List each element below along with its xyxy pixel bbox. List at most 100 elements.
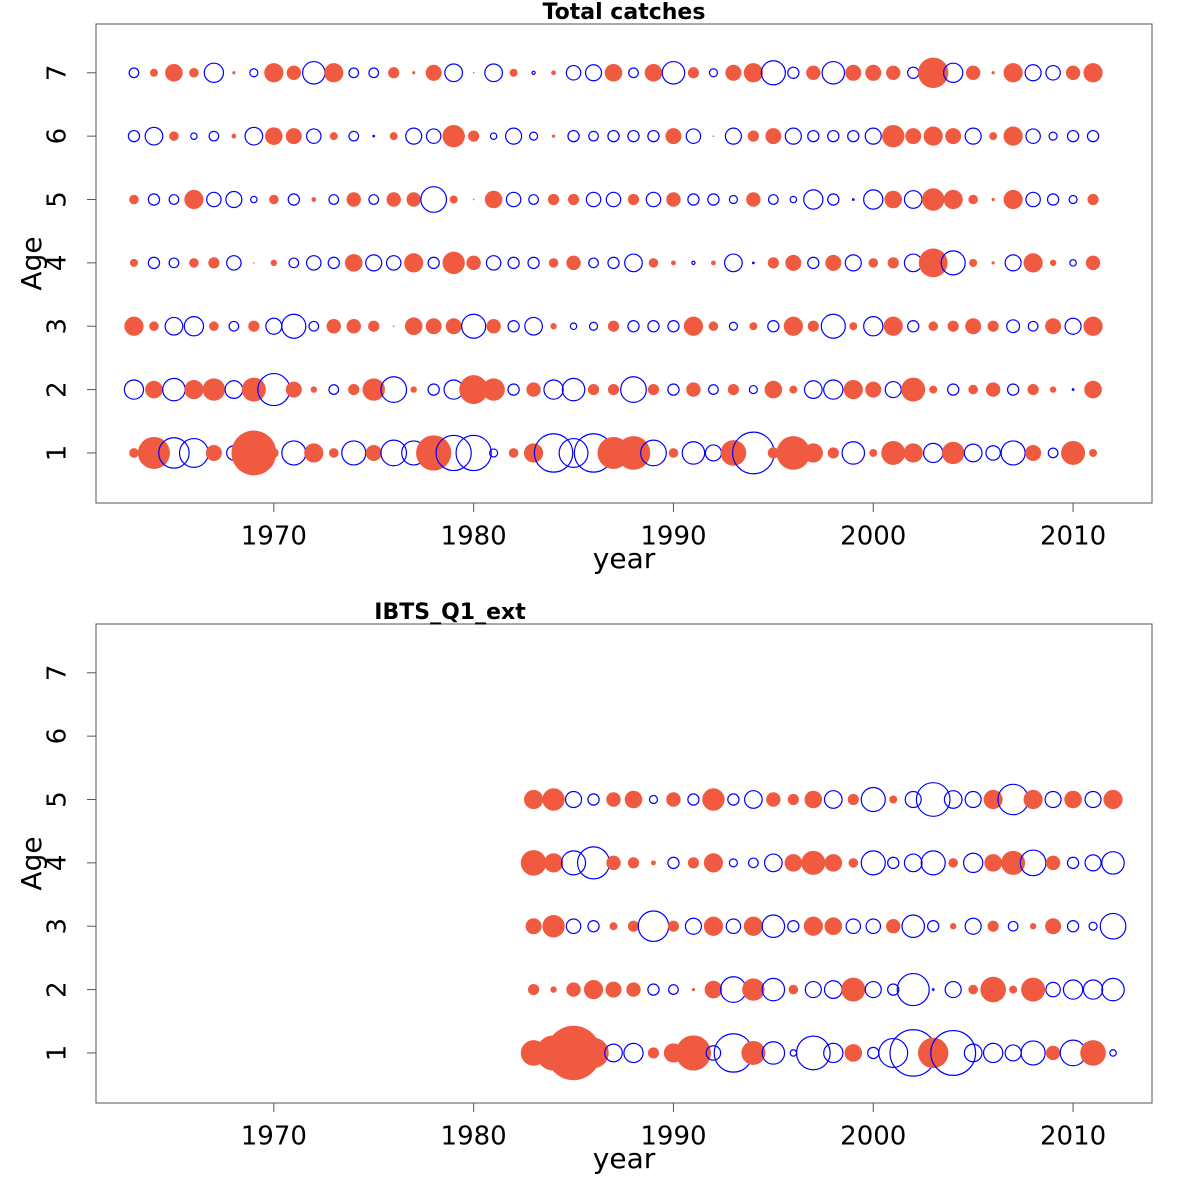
negative-bubble	[1024, 64, 1042, 82]
positive-bubble	[386, 192, 401, 207]
positive-bubble	[482, 378, 505, 401]
positive-bubble	[169, 131, 179, 141]
negative-bubble	[943, 790, 963, 809]
negative-bubble	[860, 850, 886, 876]
negative-bubble	[667, 383, 680, 396]
negative-bubble	[860, 786, 886, 813]
negative-bubble	[944, 980, 962, 999]
negative-bubble	[1062, 979, 1084, 1000]
positive-bubble	[508, 448, 519, 458]
y-tick-label: 4	[43, 855, 73, 872]
negative-bubble	[484, 63, 504, 83]
negative-bubble	[244, 126, 264, 146]
positive-bubble	[1029, 923, 1037, 930]
positive-bubble	[285, 128, 302, 145]
positive-bubble	[551, 134, 556, 138]
positive-bubble	[607, 320, 620, 332]
x-tick-label: 1980	[441, 522, 507, 552]
negative-bubble	[607, 256, 620, 270]
positive-bubble	[606, 792, 621, 807]
negative-bubble	[761, 1041, 786, 1065]
positive-bubble	[845, 64, 862, 81]
positive-bubble	[742, 978, 765, 1001]
positive-bubble	[969, 258, 978, 267]
positive-bubble	[767, 257, 779, 269]
negative-bubble	[328, 384, 340, 395]
negative-bubble	[907, 320, 920, 333]
positive-bubble	[708, 321, 719, 332]
negative-bubble	[864, 980, 882, 999]
positive-bubble	[843, 379, 863, 400]
positive-bubble	[406, 192, 421, 207]
positive-bubble	[801, 850, 826, 875]
negative-bubble	[704, 444, 723, 462]
negative-bubble	[435, 434, 472, 472]
negative-bubble	[727, 793, 740, 806]
negative-bubble	[942, 62, 964, 83]
positive-bubble	[607, 383, 620, 396]
positive-bubble	[849, 322, 858, 331]
positive-bubble	[184, 189, 204, 210]
positive-bubble	[948, 858, 958, 868]
negative-bubble	[190, 132, 198, 140]
positive-bubble	[410, 386, 417, 393]
positive-bubble	[542, 788, 565, 811]
positive-bubble	[687, 67, 700, 79]
negative-bubble	[348, 67, 360, 79]
positive-bubble	[743, 63, 763, 83]
positive-bubble	[1003, 63, 1023, 83]
positive-bubble	[1080, 1040, 1106, 1066]
negative-bubble	[964, 790, 982, 809]
positive-bubble	[202, 378, 226, 401]
positive-bubble	[392, 325, 395, 328]
positive-bubble	[346, 319, 361, 334]
positive-bubble	[311, 197, 317, 202]
x-tick-label: 2000	[840, 522, 906, 552]
positive-bubble	[991, 71, 995, 75]
x-tick-label: 1970	[241, 522, 307, 552]
x-tick-label: 2010	[1040, 522, 1106, 552]
negative-bubble	[341, 440, 367, 466]
positive-bubble	[232, 71, 236, 75]
negative-bubble	[728, 858, 738, 868]
negative-bubble	[851, 198, 855, 201]
positive-bubble	[472, 198, 475, 201]
negative-bubble	[1048, 131, 1058, 141]
positive-bubble	[523, 443, 544, 463]
positive-bubble	[881, 440, 906, 465]
negative-bubble	[127, 129, 141, 143]
negative-bubble	[661, 60, 686, 85]
positive-bubble	[887, 257, 899, 269]
positive-bubble	[344, 254, 363, 272]
positive-bubble	[687, 857, 700, 869]
positive-bubble	[1064, 790, 1082, 809]
negative-bubble	[962, 852, 984, 874]
positive-bubble	[968, 384, 978, 395]
negative-bubble	[305, 255, 322, 271]
positive-bubble	[627, 920, 640, 932]
positive-bubble	[987, 920, 999, 932]
positive-bubble	[578, 1037, 609, 1069]
negative-bubble	[1069, 259, 1077, 267]
positive-bubble	[1061, 440, 1086, 465]
positive-bubble	[712, 135, 715, 137]
chart-title: IBTS_Q1_ext	[374, 600, 526, 625]
negative-bubble	[569, 322, 578, 331]
positive-bubble	[1103, 789, 1123, 810]
negative-bubble	[183, 316, 205, 337]
negative-bubble	[1101, 977, 1125, 1002]
positive-bubble	[743, 916, 763, 936]
positive-bubble	[824, 917, 843, 936]
negative-bubble	[645, 191, 662, 208]
negative-bubble	[348, 130, 360, 142]
negative-bubble	[1101, 851, 1125, 875]
plot-frame	[95, 623, 1153, 1104]
negative-bubble	[878, 1037, 909, 1068]
negative-bubble	[841, 441, 866, 465]
y-tick-label: 6	[43, 128, 73, 145]
chart-title: Total catches	[543, 0, 706, 25]
positive-bubble	[265, 127, 283, 145]
negative-bubble	[896, 972, 930, 1007]
positive-bubble	[968, 984, 978, 995]
positive-bubble	[587, 383, 600, 396]
